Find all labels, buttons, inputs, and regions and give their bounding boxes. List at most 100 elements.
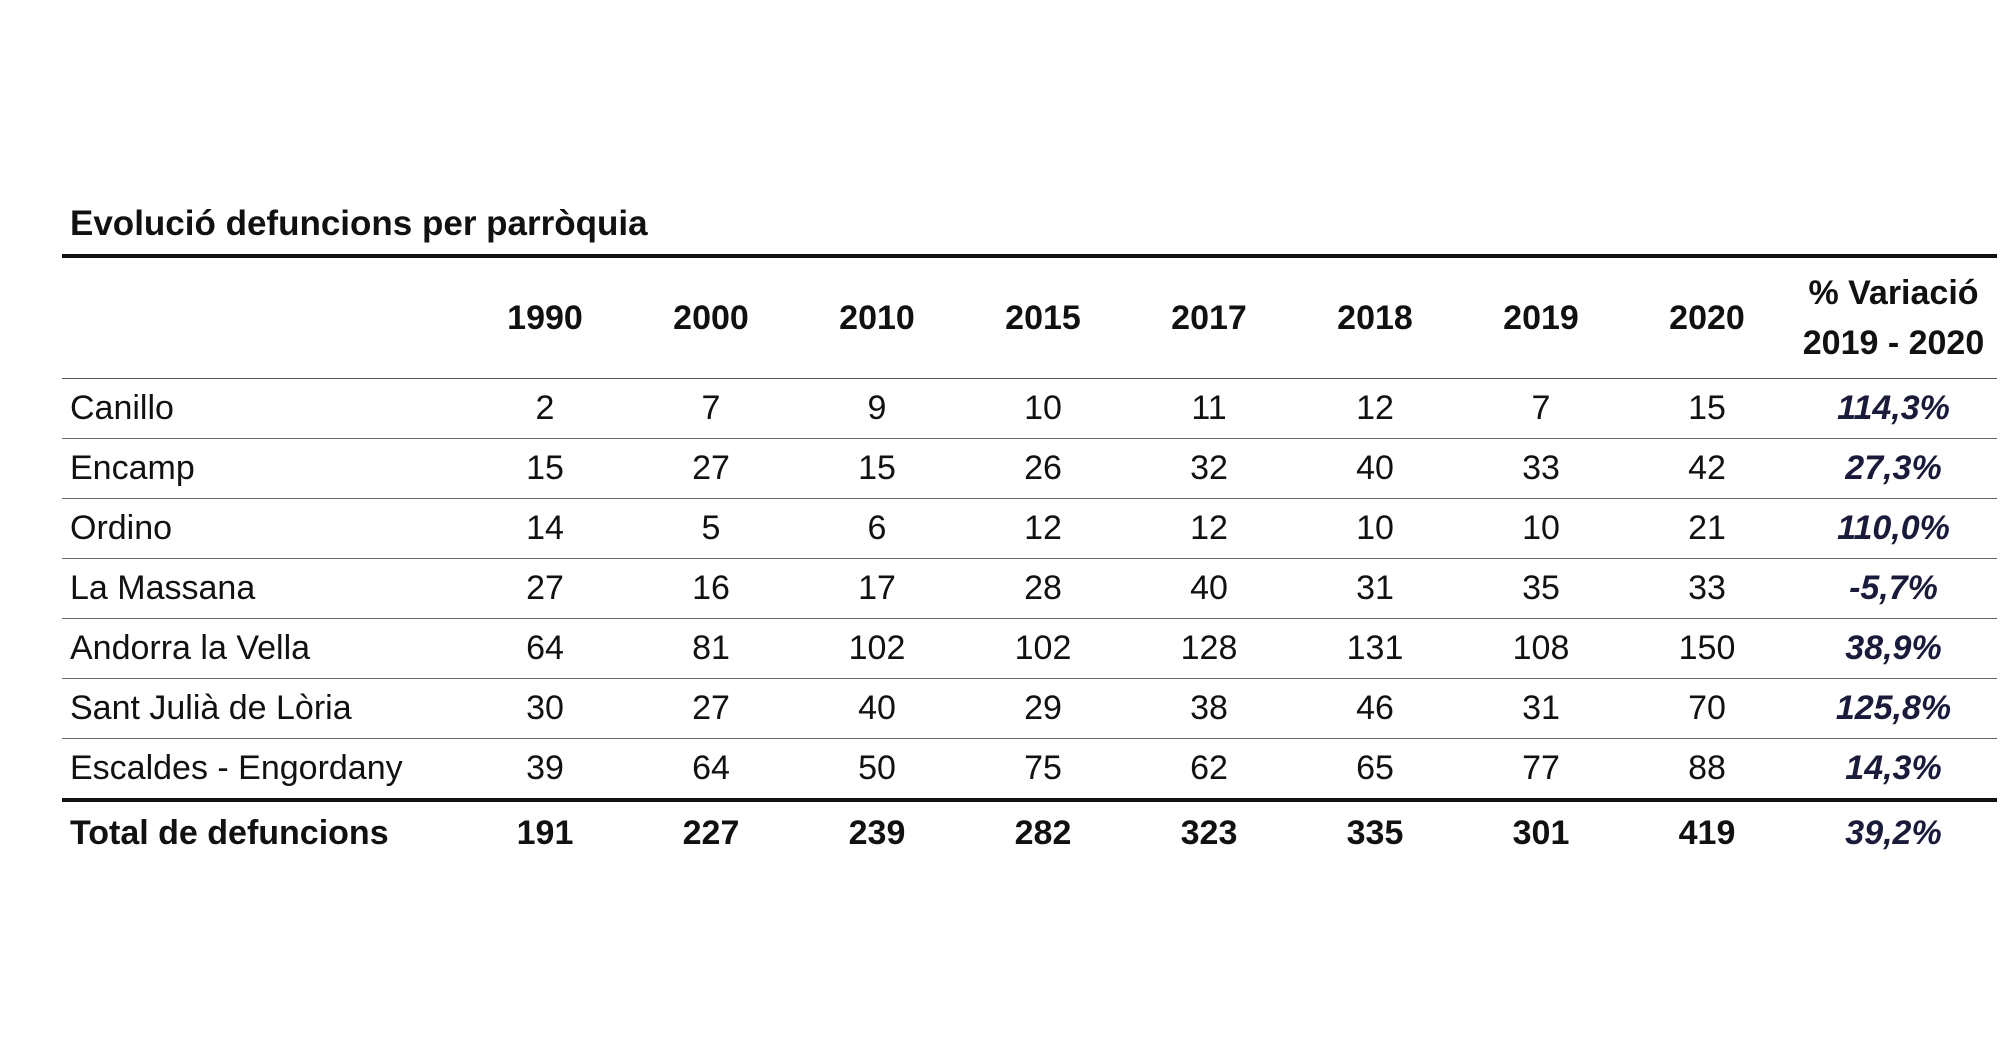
cell-value: 108: [1458, 618, 1624, 679]
cell-value: 10: [1292, 498, 1458, 559]
variation-value: 38,9%: [1790, 618, 1997, 679]
cell-value: 15: [462, 438, 628, 499]
cell-value: 12: [1292, 378, 1458, 439]
cell-value: 77: [1458, 738, 1624, 802]
variation-value: 27,3%: [1790, 438, 1997, 499]
table-row: Canillo 2 7 9 10 11 12 7 15 114,3%: [62, 378, 1997, 439]
variation-value: -5,7%: [1790, 558, 1997, 619]
total-value: 227: [682, 813, 740, 852]
cell-value: 16: [628, 558, 794, 619]
total-value: 419: [1678, 813, 1736, 852]
cell-value: 38: [1126, 678, 1292, 739]
cell-value: 2: [462, 378, 628, 439]
cell-value: 12: [1126, 498, 1292, 559]
cell-value: 65: [1292, 738, 1458, 802]
cell-value: 35: [1458, 558, 1624, 619]
total-value: 335: [1346, 813, 1404, 852]
cell-value: 39: [462, 738, 628, 802]
column-header-year: 2010: [794, 256, 960, 379]
cell-value: 21: [1624, 498, 1790, 559]
total-row: Total de defuncions 191 227 239 282 323 …: [62, 800, 1997, 864]
column-header-year: 2018: [1292, 256, 1458, 379]
cell-value: 40: [1292, 438, 1458, 499]
cell-value: 64: [628, 738, 794, 802]
cell-value: 11: [1126, 378, 1292, 439]
cell-value: 31: [1292, 558, 1458, 619]
cell-value: 88: [1624, 738, 1790, 802]
table-row: Encamp 15 27 15 26 32 40 33 42 27,3%: [62, 438, 1997, 499]
cell-value: 28: [960, 558, 1126, 619]
column-header-year: 2015: [960, 256, 1126, 379]
variation-value: 114,3%: [1790, 378, 1997, 439]
total-label: Total de defuncions: [70, 813, 389, 852]
cell-value: 29: [960, 678, 1126, 739]
table-row: Escaldes - Engordany 39 64 50 75 62 65 7…: [62, 738, 1997, 802]
column-header-year: 2020: [1624, 256, 1790, 379]
total-value: 301: [1512, 813, 1570, 852]
cell-value: 6: [794, 498, 960, 559]
parish-name: Escaldes - Engordany: [62, 738, 462, 802]
parish-name: Encamp: [62, 438, 462, 499]
cell-value: 10: [1458, 498, 1624, 559]
cell-value: 75: [960, 738, 1126, 802]
parish-name: Canillo: [62, 378, 462, 439]
cell-value: 40: [794, 678, 960, 739]
variation-value: 125,8%: [1790, 678, 1997, 739]
cell-value: 150: [1624, 618, 1790, 679]
variation-value: 110,0%: [1790, 498, 1997, 559]
table-row: Andorra la Vella 64 81 102 102 128 131 1…: [62, 618, 1997, 679]
cell-value: 33: [1624, 558, 1790, 619]
cell-value: 128: [1126, 618, 1292, 679]
parish-name: La Massana: [62, 558, 462, 619]
cell-value: 31: [1458, 678, 1624, 739]
cell-value: 32: [1126, 438, 1292, 499]
cell-value: 5: [628, 498, 794, 559]
parish-name: Sant Julià de Lòria: [62, 678, 462, 739]
cell-value: 17: [794, 558, 960, 619]
cell-value: 70: [1624, 678, 1790, 739]
cell-value: 14: [462, 498, 628, 559]
cell-value: 12: [960, 498, 1126, 559]
parish-name: Ordino: [62, 498, 462, 559]
column-header-year: 2019: [1458, 256, 1624, 379]
column-header-variation: % Variació 2019 - 2020: [1790, 256, 1997, 379]
header-row: 1990 2000 2010 2015 2017 2018 2019 2020 …: [62, 256, 1997, 379]
cell-value: 102: [960, 618, 1126, 679]
cell-value: 81: [628, 618, 794, 679]
total-value: 323: [1180, 813, 1238, 852]
table-row: La Massana 27 16 17 28 40 31 35 33 -5,7%: [62, 558, 1997, 619]
column-header-year: 2017: [1126, 256, 1292, 379]
column-header-year: 1990: [462, 256, 628, 379]
variation-header-line1: % Variació: [1808, 274, 1979, 312]
variation-header-line2: 2019 - 2020: [1802, 324, 1985, 362]
parish-name: Andorra la Vella: [62, 618, 462, 679]
cell-value: 62: [1126, 738, 1292, 802]
cell-value: 40: [1126, 558, 1292, 619]
cell-value: 27: [628, 438, 794, 499]
cell-value: 33: [1458, 438, 1624, 499]
variation-value: 14,3%: [1790, 738, 1997, 802]
total-variation: 39,2%: [1845, 813, 1942, 852]
cell-value: 10: [960, 378, 1126, 439]
cell-value: 9: [794, 378, 960, 439]
total-value: 191: [516, 813, 574, 852]
cell-value: 46: [1292, 678, 1458, 739]
cell-value: 26: [960, 438, 1126, 499]
table-row: Ordino 14 5 6 12 12 10 10 21 110,0%: [62, 498, 1997, 559]
cell-value: 131: [1292, 618, 1458, 679]
table-row: Sant Julià de Lòria 30 27 40 29 38 46 31…: [62, 678, 1997, 739]
cell-value: 102: [794, 618, 960, 679]
cell-value: 50: [794, 738, 960, 802]
total-value: 239: [848, 813, 906, 852]
deaths-by-parish-table: 1990 2000 2010 2015 2017 2018 2019 2020 …: [62, 254, 1997, 864]
cell-value: 15: [794, 438, 960, 499]
cell-value: 42: [1624, 438, 1790, 499]
cell-value: 64: [462, 618, 628, 679]
cell-value: 27: [628, 678, 794, 739]
cell-value: 15: [1624, 378, 1790, 439]
column-header-parish: [62, 256, 462, 379]
cell-value: 27: [462, 558, 628, 619]
cell-value: 7: [1458, 378, 1624, 439]
column-header-year: 2000: [628, 256, 794, 379]
cell-value: 30: [462, 678, 628, 739]
